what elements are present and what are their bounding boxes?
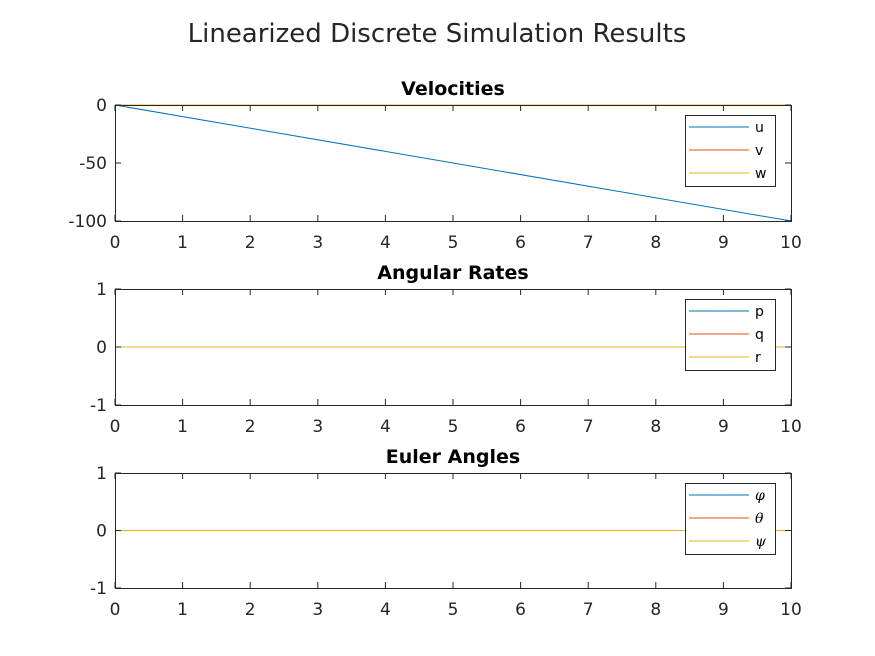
legend: pqr	[685, 299, 776, 371]
x-tick-label: 5	[448, 600, 459, 620]
series-line-1	[114, 104, 792, 222]
x-tick-label: 1	[177, 417, 188, 437]
x-tick-label: 4	[380, 417, 391, 437]
x-tick-label: 9	[718, 233, 729, 253]
axes-title: Velocities	[401, 78, 505, 100]
legend-label-1: p	[755, 304, 764, 320]
x-tick-label: 6	[515, 417, 526, 437]
x-tick-label: 0	[110, 233, 121, 253]
y-tick-label: -1	[90, 579, 107, 599]
legend-label-3: w	[755, 166, 766, 182]
axes-title: Euler Angles	[386, 446, 520, 468]
y-tick-label: -100	[68, 212, 107, 232]
x-tick-label: 3	[312, 417, 323, 437]
y-tick-label: 0	[96, 522, 107, 542]
x-tick-label: 10	[780, 233, 802, 253]
y-tick-label: -50	[79, 154, 107, 174]
y-tick-label: -1	[90, 396, 107, 416]
figure-title: Linearized Discrete Simulation Results	[188, 19, 687, 49]
x-tick-label: 3	[312, 600, 323, 620]
x-tick-label: 7	[583, 233, 594, 253]
x-tick-label: 5	[448, 233, 459, 253]
legend-label-3: r	[755, 350, 761, 366]
x-tick-label: 9	[718, 600, 729, 620]
x-tick-label: 4	[380, 233, 391, 253]
x-tick-label: 2	[245, 233, 256, 253]
x-tick-label: 10	[780, 417, 802, 437]
legend-label-1: u	[755, 120, 764, 136]
x-tick-label: 4	[380, 600, 391, 620]
y-tick-label: 0	[96, 338, 107, 358]
axes-1: 0 1 2 3 4 5 6 7 8 9 10 0 -50 -100 Velocities uvw	[68, 78, 801, 253]
x-tick-label: 9	[718, 417, 729, 437]
x-tick-label: 2	[245, 600, 256, 620]
x-tick-label: 5	[448, 417, 459, 437]
legend: φθψ	[685, 483, 776, 555]
legend-label-3: ψ	[755, 534, 767, 550]
x-tick-label: 8	[650, 417, 661, 437]
y-tick-label: 0	[96, 96, 107, 116]
legend: uvw	[685, 115, 776, 187]
x-tick-label: 10	[780, 600, 802, 620]
x-tick-label: 1	[177, 233, 188, 253]
legend-label-1: φ	[755, 488, 765, 504]
legend-label-2: v	[755, 143, 763, 159]
x-tick-label: 2	[245, 417, 256, 437]
legend-label-2: θ	[755, 511, 764, 527]
x-tick-label: 3	[312, 233, 323, 253]
legend-label-2: q	[755, 327, 764, 343]
y-tick-label: 1	[96, 464, 107, 484]
x-tick-label: 6	[515, 600, 526, 620]
y-tick-label: 1	[96, 280, 107, 300]
x-tick-label: 8	[650, 600, 661, 620]
x-tick-label: 8	[650, 233, 661, 253]
x-tick-label: 7	[583, 417, 594, 437]
x-tick-label: 7	[583, 600, 594, 620]
axes-title: Angular Rates	[377, 262, 528, 284]
x-tick-label: 0	[110, 600, 121, 620]
x-tick-label: 0	[110, 417, 121, 437]
x-tick-label: 1	[177, 600, 188, 620]
x-tick-label: 6	[515, 233, 526, 253]
